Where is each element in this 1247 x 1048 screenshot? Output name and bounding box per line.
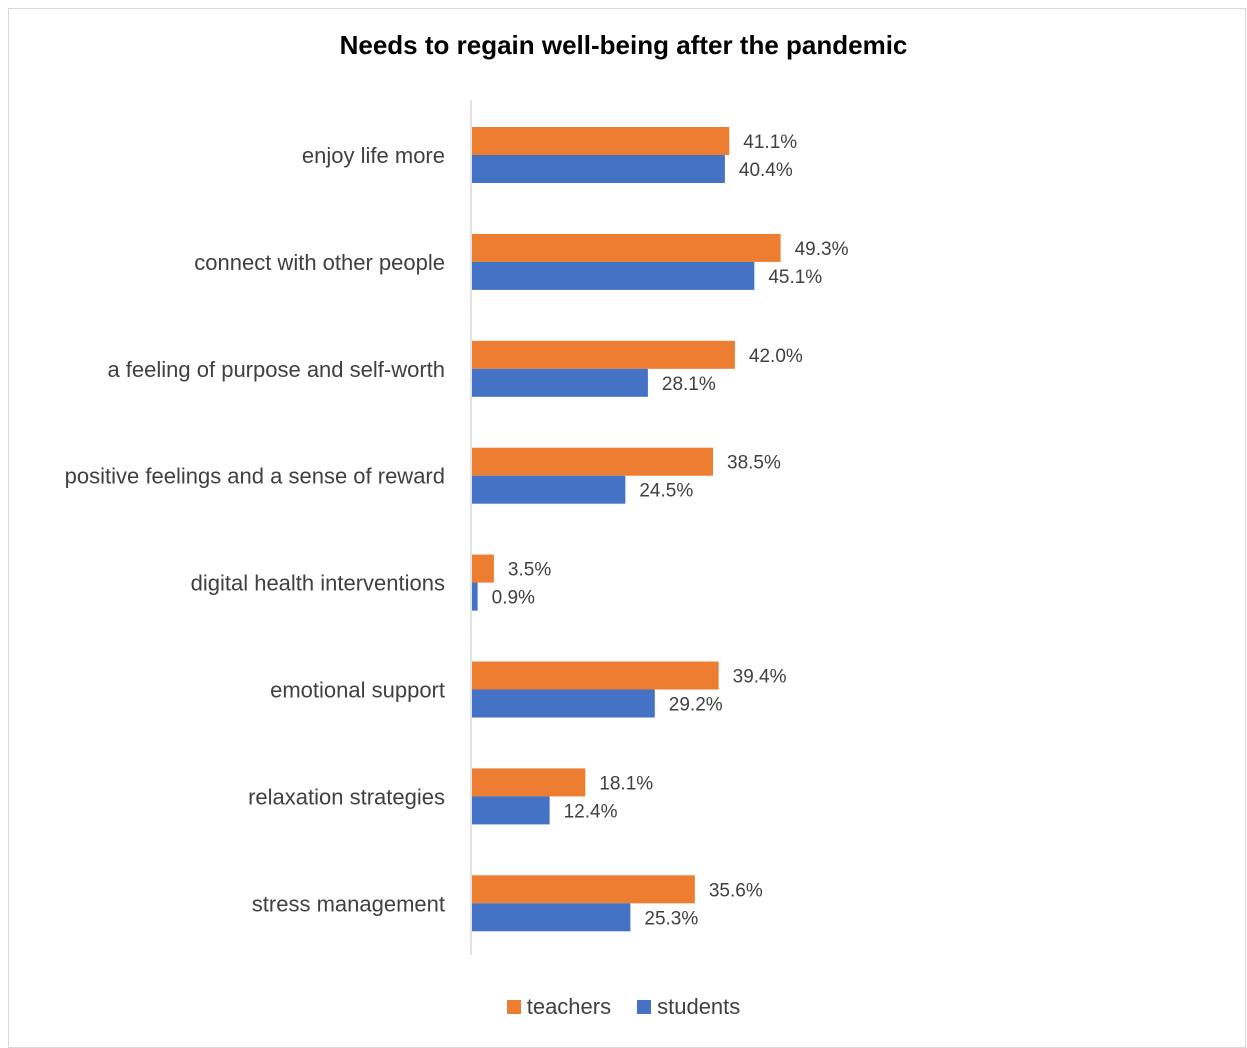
data-label-students-enjoy-life-more: 40.4% — [739, 160, 793, 181]
category-label-stress-management: stress management — [252, 891, 445, 916]
bar-teachers-emotional-support — [472, 661, 719, 690]
data-label-students-positive-feelings-and-a-sense-of-reward: 24.5% — [639, 481, 693, 502]
data-label-teachers-digital-health-interventions: 3.5% — [508, 560, 551, 581]
legend-swatch-students — [637, 1000, 652, 1014]
bar-students-relaxation-strategies — [472, 796, 550, 825]
data-label-teachers-positive-feelings-and-a-sense-of-reward: 38.5% — [727, 453, 781, 474]
bar-teachers-digital-health-interventions — [472, 554, 494, 583]
bar-teachers-connect-with-other-people — [472, 233, 781, 262]
category-label-connect-with-other-people: connect with other people — [194, 250, 445, 275]
data-label-students-relaxation-strategies: 12.4% — [564, 801, 618, 822]
bar-students-positive-feelings-and-a-sense-of-reward — [472, 475, 626, 504]
bar-teachers-relaxation-strategies — [472, 768, 586, 797]
data-label-teachers-stress-management: 35.6% — [709, 880, 763, 901]
bar-students-a-feeling-of-purpose-and-self-worth — [472, 368, 648, 397]
bar-students-enjoy-life-more — [472, 155, 725, 183]
data-label-students-digital-health-interventions: 0.9% — [492, 588, 535, 609]
data-label-teachers-relaxation-strategies: 18.1% — [599, 773, 653, 794]
data-label-teachers-a-feeling-of-purpose-and-self-worth: 42.0% — [749, 346, 803, 367]
data-label-students-a-feeling-of-purpose-and-self-worth: 28.1% — [662, 374, 716, 395]
category-label-enjoy-life-more: enjoy life more — [302, 143, 445, 168]
bar-teachers-a-feeling-of-purpose-and-self-worth — [472, 340, 735, 369]
bar-students-stress-management — [472, 903, 631, 932]
data-label-students-connect-with-other-people: 45.1% — [768, 267, 822, 288]
bar-students-digital-health-interventions — [472, 582, 478, 611]
category-label-a-feeling-of-purpose-and-self-worth: a feeling of purpose and self-worth — [107, 357, 445, 382]
data-label-teachers-emotional-support: 39.4% — [733, 667, 787, 688]
data-label-teachers-connect-with-other-people: 49.3% — [795, 239, 849, 260]
bar-students-connect-with-other-people — [472, 261, 755, 290]
bar-teachers-positive-feelings-and-a-sense-of-reward — [472, 447, 714, 476]
legend-item-students: students — [637, 994, 740, 1020]
chart-title: Needs to regain well-being after the pan… — [339, 30, 908, 60]
legend-swatch-teachers — [506, 1000, 521, 1014]
data-label-teachers-enjoy-life-more: 41.1% — [743, 132, 797, 153]
category-label-relaxation-strategies: relaxation strategies — [248, 784, 445, 809]
data-label-students-emotional-support: 29.2% — [669, 695, 723, 716]
bar-teachers-stress-management — [472, 875, 695, 904]
legend: teachers students — [0, 994, 1247, 1020]
bar-students-emotional-support — [472, 689, 655, 718]
legend-label-teachers: teachers — [526, 994, 612, 1019]
data-label-students-stress-management: 25.3% — [644, 908, 698, 929]
category-label-digital-health-interventions: digital health interventions — [191, 571, 445, 596]
legend-label-students: students — [657, 994, 741, 1019]
category-label-positive-feelings-and-a-sense-of-reward: positive feelings and a sense of reward — [65, 464, 445, 489]
legend-item-teachers: teachers — [506, 994, 612, 1020]
category-label-emotional-support: emotional support — [270, 678, 445, 703]
bar-teachers-enjoy-life-more — [472, 127, 730, 155]
